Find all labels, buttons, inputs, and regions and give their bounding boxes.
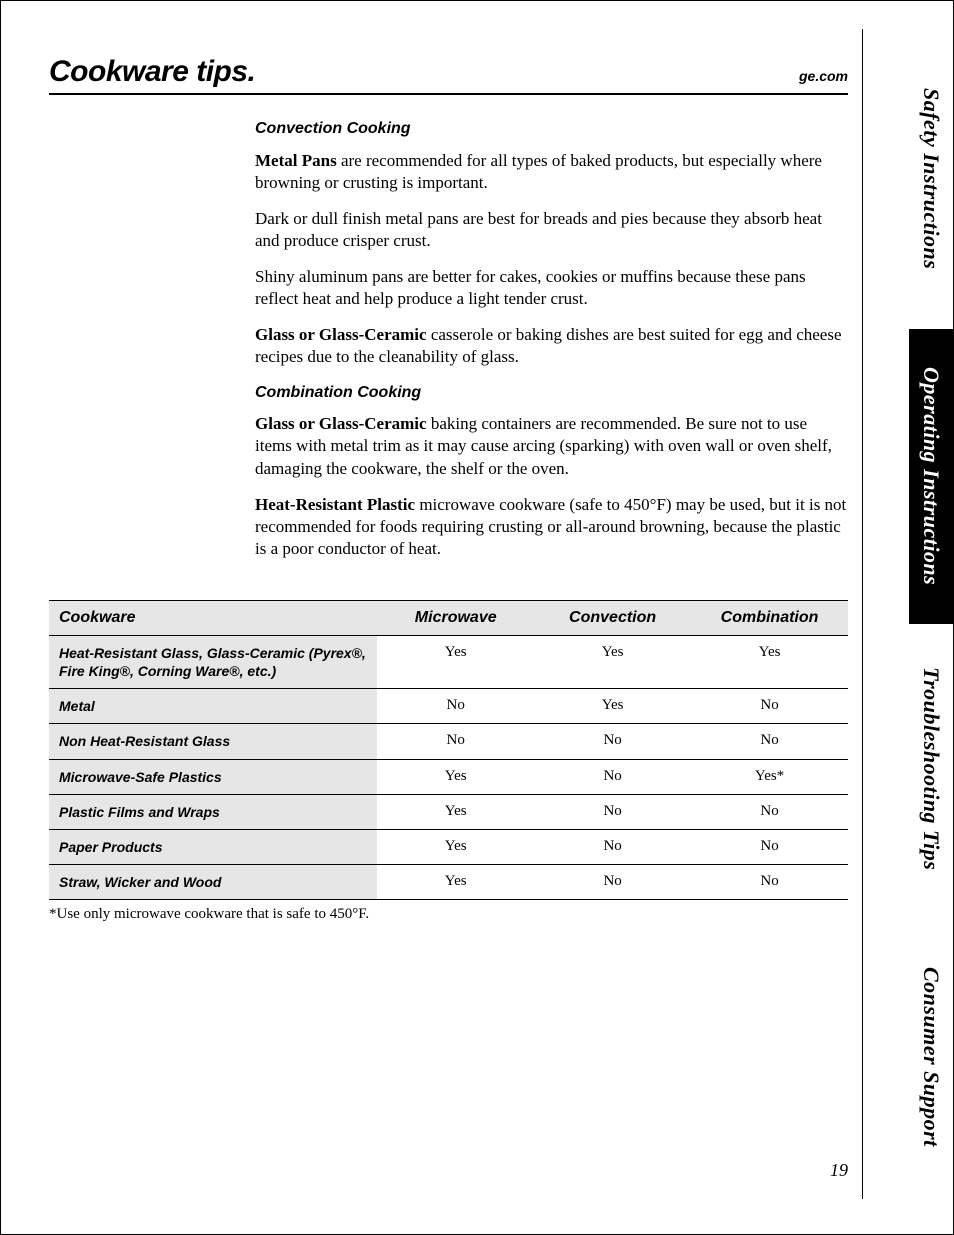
cell: Yes: [377, 759, 534, 794]
cell: Yes: [691, 635, 848, 688]
table-footnote: *Use only microwave cookware that is saf…: [49, 906, 848, 923]
title-row: Cookware tips. ge.com: [49, 55, 848, 95]
cell: No: [534, 830, 691, 865]
tab-consumer-support[interactable]: Consumer Support: [909, 914, 953, 1199]
cell: No: [377, 689, 534, 724]
bold-lead: Glass or Glass-Ceramic: [255, 325, 427, 344]
paragraph-text: Dark or dull finish metal pans are best …: [255, 209, 822, 250]
row-label: Plastic Films and Wraps: [49, 794, 377, 829]
paragraph: Dark or dull finish metal pans are best …: [255, 208, 848, 252]
paragraph: Shiny aluminum pans are better for cakes…: [255, 266, 848, 310]
col-convection: Convection: [534, 600, 691, 635]
cell: No: [534, 794, 691, 829]
paragraph: Heat-Resistant Plastic microwave cookwar…: [255, 494, 848, 560]
cell: Yes: [534, 689, 691, 724]
col-microwave: Microwave: [377, 600, 534, 635]
cell: No: [534, 759, 691, 794]
content-frame: Cookware tips. ge.com Convection Cooking…: [49, 29, 863, 1199]
table-row: Metal No Yes No: [49, 689, 848, 724]
cell: No: [534, 724, 691, 759]
cell: No: [691, 794, 848, 829]
paragraph-text: are recommended for all types of baked p…: [255, 151, 822, 192]
cell: No: [377, 724, 534, 759]
cell: Yes: [377, 794, 534, 829]
table-row: Straw, Wicker and Wood Yes No No: [49, 865, 848, 900]
table-row: Microwave-Safe Plastics Yes No Yes*: [49, 759, 848, 794]
row-label: Microwave-Safe Plastics: [49, 759, 377, 794]
row-label: Heat-Resistant Glass, Glass-Ceramic (Pyr…: [49, 635, 377, 688]
table-row: Paper Products Yes No No: [49, 830, 848, 865]
table-row: Heat-Resistant Glass, Glass-Ceramic (Pyr…: [49, 635, 848, 688]
page-number: 19: [830, 1160, 848, 1181]
paragraph: Metal Pans are recommended for all types…: [255, 150, 848, 194]
table-body: Heat-Resistant Glass, Glass-Ceramic (Pyr…: [49, 635, 848, 900]
paragraph: Glass or Glass-Ceramic casserole or baki…: [255, 324, 848, 368]
col-cookware: Cookware: [49, 600, 377, 635]
page-title: Cookware tips.: [49, 55, 255, 89]
side-tabs: Safety Instructions Operating Instructio…: [909, 29, 953, 1199]
cell: No: [691, 865, 848, 900]
bold-lead: Metal Pans: [255, 151, 337, 170]
row-label: Non Heat-Resistant Glass: [49, 724, 377, 759]
table-row: Non Heat-Resistant Glass No No No: [49, 724, 848, 759]
site-url: ge.com: [799, 68, 848, 84]
cell: Yes: [534, 635, 691, 688]
paragraph-text: Shiny aluminum pans are better for cakes…: [255, 267, 806, 308]
cell: No: [691, 830, 848, 865]
body-text: Convection Cooking Metal Pans are recomm…: [255, 119, 848, 560]
section-heading: Combination Cooking: [255, 383, 848, 404]
cell: No: [691, 689, 848, 724]
row-label: Paper Products: [49, 830, 377, 865]
page: Cookware tips. ge.com Convection Cooking…: [0, 0, 954, 1235]
table-header-row: Cookware Microwave Convection Combinatio…: [49, 600, 848, 635]
bold-lead: Heat-Resistant Plastic: [255, 495, 415, 514]
tab-troubleshooting-tips[interactable]: Troubleshooting Tips: [909, 624, 953, 914]
cell: Yes*: [691, 759, 848, 794]
cell: No: [534, 865, 691, 900]
tab-operating-instructions[interactable]: Operating Instructions: [909, 329, 953, 624]
cookware-table: Cookware Microwave Convection Combinatio…: [49, 600, 848, 901]
cell: No: [691, 724, 848, 759]
section-heading: Convection Cooking: [255, 119, 848, 140]
row-label: Straw, Wicker and Wood: [49, 865, 377, 900]
table-row: Plastic Films and Wraps Yes No No: [49, 794, 848, 829]
bold-lead: Glass or Glass-Ceramic: [255, 414, 427, 433]
cell: Yes: [377, 865, 534, 900]
paragraph: Glass or Glass-Ceramic baking containers…: [255, 413, 848, 479]
cell: Yes: [377, 635, 534, 688]
table-head: Cookware Microwave Convection Combinatio…: [49, 600, 848, 635]
row-label: Metal: [49, 689, 377, 724]
col-combination: Combination: [691, 600, 848, 635]
cell: Yes: [377, 830, 534, 865]
tab-safety-instructions[interactable]: Safety Instructions: [909, 29, 953, 329]
